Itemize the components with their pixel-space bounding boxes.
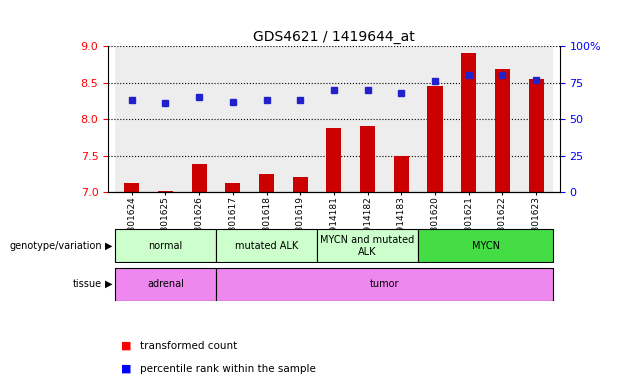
Text: tissue: tissue <box>73 279 102 289</box>
Text: ■: ■ <box>121 364 132 374</box>
Bar <box>427 86 443 192</box>
Bar <box>124 183 139 192</box>
Bar <box>384 46 418 192</box>
Bar <box>115 229 216 262</box>
Bar <box>115 46 149 192</box>
Bar <box>461 53 476 192</box>
Bar <box>418 46 452 192</box>
Bar <box>225 183 240 192</box>
Bar <box>149 46 183 192</box>
Bar <box>326 128 342 192</box>
Bar <box>115 268 216 301</box>
Text: ▶: ▶ <box>105 241 113 251</box>
Bar <box>250 46 284 192</box>
Text: percentile rank within the sample: percentile rank within the sample <box>140 364 316 374</box>
Text: tumor: tumor <box>370 279 399 289</box>
Bar <box>350 46 384 192</box>
Text: normal: normal <box>148 241 183 251</box>
Bar <box>293 177 308 192</box>
Bar <box>216 229 317 262</box>
Bar <box>360 126 375 192</box>
Text: adrenal: adrenal <box>147 279 184 289</box>
Text: mutated ALK: mutated ALK <box>235 241 298 251</box>
Bar <box>317 229 418 262</box>
Bar <box>158 190 173 192</box>
Text: ■: ■ <box>121 341 132 351</box>
Text: transformed count: transformed count <box>140 341 237 351</box>
Bar <box>495 70 510 192</box>
Bar <box>529 79 544 192</box>
Text: genotype/variation: genotype/variation <box>9 241 102 251</box>
Text: ▶: ▶ <box>105 279 113 289</box>
Bar <box>183 46 216 192</box>
Bar <box>519 46 553 192</box>
Title: GDS4621 / 1419644_at: GDS4621 / 1419644_at <box>253 30 415 44</box>
Bar <box>394 156 409 192</box>
Text: MYCN: MYCN <box>471 241 499 251</box>
Bar <box>317 46 350 192</box>
Bar <box>216 46 250 192</box>
Bar <box>259 174 274 192</box>
Bar <box>452 46 485 192</box>
Bar <box>418 229 553 262</box>
Bar <box>485 46 519 192</box>
Bar <box>284 46 317 192</box>
Text: MYCN and mutated
ALK: MYCN and mutated ALK <box>321 235 415 257</box>
Bar <box>191 164 207 192</box>
Bar <box>216 268 553 301</box>
